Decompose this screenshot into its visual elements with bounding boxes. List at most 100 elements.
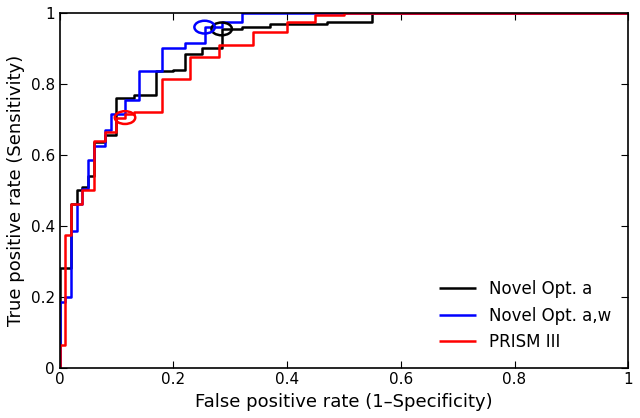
Novel Opt. a [181, 67, 189, 72]
Novel Opt. a,w [237, 10, 245, 15]
PRISM III [101, 129, 109, 134]
Novel Opt. a [101, 140, 109, 145]
Novel Opt. a,w [218, 25, 225, 30]
PRISM III [79, 202, 86, 207]
Novel Opt. a [67, 266, 75, 271]
PRISM III [56, 342, 63, 347]
Novel Opt. a,w [107, 127, 115, 133]
Novel Opt. a,w [56, 365, 63, 370]
Novel Opt. a,w [61, 294, 69, 299]
PRISM III [312, 12, 319, 17]
Novel Opt. a [266, 25, 274, 30]
PRISM III [340, 12, 348, 17]
Novel Opt. a [237, 26, 245, 31]
Novel Opt. a [67, 202, 75, 207]
Novel Opt. a [198, 51, 205, 56]
Novel Opt. a,w [158, 46, 166, 51]
X-axis label: False positive rate (1–Specificity): False positive rate (1–Specificity) [195, 393, 493, 411]
Novel Opt. a,w [201, 41, 209, 46]
Novel Opt. a,w [56, 300, 63, 305]
PRISM III [67, 232, 75, 237]
PRISM III [312, 19, 319, 24]
Novel Opt. a,w [625, 10, 632, 15]
Novel Opt. a,w [101, 127, 109, 133]
Line: Novel Opt. a,w: Novel Opt. a,w [60, 13, 628, 368]
PRISM III [101, 138, 109, 143]
Novel Opt. a,w [84, 158, 92, 163]
Novel Opt. a [170, 69, 177, 74]
PRISM III [130, 112, 138, 117]
Novel Opt. a [170, 67, 177, 72]
PRISM III [186, 76, 194, 81]
Novel Opt. a [84, 173, 92, 178]
Novel Opt. a,w [79, 186, 86, 191]
Y-axis label: True positive rate (Sensitivity): True positive rate (Sensitivity) [7, 55, 25, 326]
Novel Opt. a,w [136, 69, 143, 74]
PRISM III [121, 115, 129, 120]
PRISM III [56, 365, 63, 370]
Novel Opt. a [56, 365, 63, 370]
PRISM III [158, 76, 166, 81]
PRISM III [186, 55, 194, 60]
PRISM III [90, 138, 97, 143]
Novel Opt. a [73, 202, 81, 207]
PRISM III [121, 112, 129, 117]
Novel Opt. a,w [73, 202, 81, 207]
Novel Opt. a,w [90, 158, 97, 163]
Line: PRISM III: PRISM III [60, 13, 628, 368]
PRISM III [249, 42, 257, 47]
Novel Opt. a,w [79, 202, 86, 207]
PRISM III [284, 30, 291, 35]
Novel Opt. a,w [107, 112, 115, 117]
Novel Opt. a [73, 188, 81, 193]
Novel Opt. a,w [201, 25, 209, 30]
PRISM III [130, 110, 138, 115]
Novel Opt. a,w [73, 229, 81, 234]
Novel Opt. a,w [121, 112, 129, 117]
Novel Opt. a,w [181, 46, 189, 51]
Novel Opt. a [323, 21, 331, 26]
Novel Opt. a,w [61, 300, 69, 305]
Novel Opt. a [369, 10, 376, 15]
Novel Opt. a,w [158, 69, 166, 74]
Novel Opt. a [218, 26, 225, 31]
Novel Opt. a [130, 92, 138, 97]
Novel Opt. a [181, 51, 189, 56]
Novel Opt. a,w [121, 97, 129, 102]
Novel Opt. a,w [237, 19, 245, 24]
Novel Opt. a [130, 96, 138, 101]
Novel Opt. a [369, 19, 376, 24]
Novel Opt. a [79, 188, 86, 193]
Novel Opt. a [84, 184, 92, 189]
Novel Opt. a,w [181, 41, 189, 46]
Novel Opt. a [90, 173, 97, 178]
PRISM III [90, 188, 97, 193]
PRISM III [215, 55, 223, 60]
Novel Opt. a [101, 133, 109, 138]
PRISM III [113, 129, 120, 134]
Novel Opt. a,w [90, 143, 97, 148]
Legend: Novel Opt. a, Novel Opt. a,w, PRISM III: Novel Opt. a, Novel Opt. a,w, PRISM III [431, 272, 620, 359]
PRISM III [79, 188, 86, 193]
Novel Opt. a [198, 46, 205, 51]
Novel Opt. a,w [136, 97, 143, 102]
PRISM III [158, 110, 166, 115]
Novel Opt. a [90, 140, 97, 145]
Novel Opt. a [266, 21, 274, 26]
PRISM III [61, 342, 69, 347]
PRISM III [249, 30, 257, 35]
PRISM III [215, 42, 223, 47]
Novel Opt. a [625, 10, 632, 15]
Novel Opt. a [237, 25, 245, 30]
Novel Opt. a,w [67, 294, 75, 299]
Novel Opt. a [113, 133, 120, 138]
Novel Opt. a [113, 96, 120, 101]
Novel Opt. a [152, 92, 160, 97]
Novel Opt. a [56, 266, 63, 271]
Novel Opt. a [152, 69, 160, 74]
PRISM III [113, 115, 120, 120]
Novel Opt. a,w [84, 186, 92, 191]
PRISM III [284, 19, 291, 24]
PRISM III [67, 202, 75, 207]
Novel Opt. a,w [101, 143, 109, 148]
